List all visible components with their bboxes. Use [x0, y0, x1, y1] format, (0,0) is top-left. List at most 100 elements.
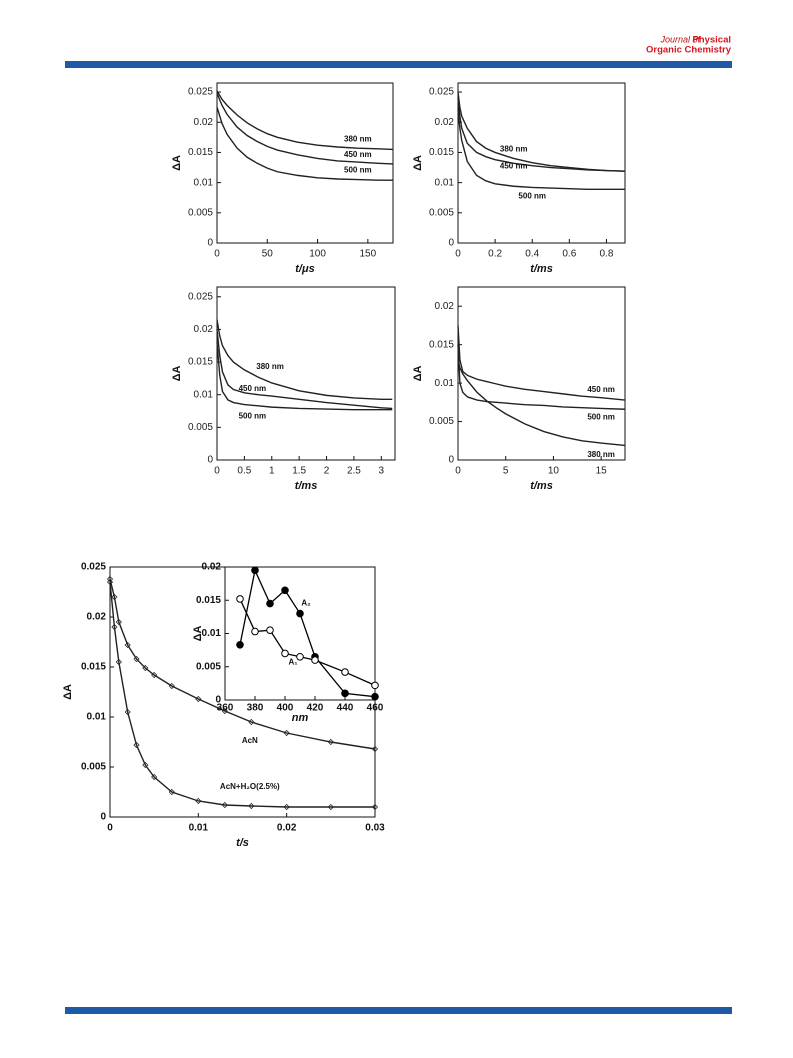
data-point — [124, 641, 131, 649]
series-label: AcN+H₂O(2.5%) — [220, 782, 280, 791]
data-point — [115, 658, 122, 666]
data-point — [266, 626, 274, 634]
data-point — [371, 745, 379, 753]
x-tick-label: 2.5 — [347, 466, 361, 477]
x-tick-label: 15 — [596, 466, 608, 477]
y-tick-label: 0.01 — [87, 712, 107, 723]
y-tick-label: 0.025 — [81, 562, 106, 573]
data-point — [371, 803, 379, 811]
x-tick-label: 0.5 — [237, 466, 251, 477]
data-point — [142, 761, 149, 769]
series-line — [457, 359, 626, 447]
x-tick-label: 420 — [307, 703, 324, 714]
series-label: 380 nm — [256, 362, 284, 371]
data-point — [236, 641, 244, 649]
data-point — [341, 689, 349, 698]
journal-line2: Organic Chemistry — [646, 45, 732, 56]
data-point — [221, 801, 228, 809]
series-label: 500 nm — [587, 413, 615, 422]
y-tick-label: 0.005 — [188, 422, 213, 433]
series-label: 380 nm — [587, 450, 615, 459]
data-point — [296, 609, 304, 618]
y-tick-label: 0 — [215, 695, 221, 706]
y-tick-label: 0.005 — [429, 207, 454, 218]
series-label: 380 nm — [500, 145, 528, 154]
x-axis-label: t/s — [236, 837, 249, 849]
data-point — [111, 593, 118, 601]
x-tick-label: 2 — [324, 466, 330, 477]
series-label: A₂ — [301, 599, 311, 608]
series-line — [216, 90, 394, 151]
x-tick-label: 0 — [214, 466, 220, 477]
journal-line1: Physical — [692, 35, 731, 46]
x-axis-label: nm — [292, 712, 309, 724]
y-tick-label: 0.02 — [194, 117, 214, 128]
chart: 0 0.5 1 1.5 2 2.5 3 0 0.005 0.01 0.015 0.02 0.025 t/m… — [171, 286, 396, 492]
series-line — [239, 568, 376, 698]
series-line — [216, 92, 394, 165]
x-tick-label: 360 — [217, 703, 234, 714]
y-tick-label: 0.02 — [435, 117, 455, 128]
y-tick-label: 0.025 — [429, 87, 454, 98]
data-point — [133, 655, 140, 663]
series-label: 500 nm — [344, 166, 372, 175]
series-label: 450 nm — [500, 161, 528, 170]
data-point — [115, 618, 122, 626]
data-point — [195, 797, 202, 805]
data-point — [111, 623, 118, 631]
y-tick-label: 0.02 — [194, 324, 214, 335]
data-point — [106, 575, 114, 583]
data-point — [371, 692, 379, 701]
data-point — [168, 682, 175, 690]
data-point — [142, 664, 149, 672]
series-line — [457, 110, 625, 190]
y-tick-label: 0.02 — [87, 612, 107, 623]
plot-frame — [224, 566, 376, 701]
journal-prefix: Journal of — [659, 34, 701, 44]
y-tick-label: 0.025 — [188, 87, 213, 98]
y-tick-label: 0 — [207, 238, 213, 249]
y-tick-label: 0.01 — [194, 389, 214, 400]
x-tick-label: 5 — [503, 466, 509, 477]
series-line — [216, 319, 393, 400]
y-tick-label: 0.015 — [196, 595, 221, 606]
y-tick-label: 0.02 — [202, 562, 222, 573]
y-tick-label: 0.005 — [188, 207, 213, 218]
x-tick-label: 460 — [367, 703, 384, 714]
data-point — [133, 741, 140, 749]
x-tick-label: 3 — [379, 466, 385, 477]
data-point — [251, 566, 259, 575]
plot-frame — [457, 286, 626, 461]
chart: 360 380 400 420 440 460 0 0.005 0.01 0.015 0.02 nm Δ… — [192, 562, 384, 724]
x-tick-label: 0.8 — [599, 249, 613, 260]
y-tick-label: 0 — [100, 812, 106, 823]
y-axis-label: ΔA — [171, 155, 183, 171]
chart: 0 0.2 0.4 0.6 0.8 0 0.005 0.01 0.015 0.02 0.025 t/m… — [412, 82, 626, 275]
series-line — [216, 342, 393, 411]
y-tick-label: 0.01 — [194, 177, 214, 188]
y-tick-label: 0.01 — [435, 177, 455, 188]
data-point — [327, 738, 334, 746]
y-tick-label: 0.015 — [429, 147, 454, 158]
y-axis-label: ΔA — [192, 626, 204, 642]
x-tick-label: 0.4 — [525, 249, 539, 260]
data-point — [296, 652, 304, 661]
x-axis-label: t/μs — [295, 263, 314, 275]
series-label: 500 nm — [518, 192, 546, 201]
y-axis-label: ΔA — [171, 366, 183, 382]
data-point — [236, 595, 244, 603]
y-axis-label: ΔA — [62, 684, 74, 700]
x-tick-label: 0.03 — [365, 823, 385, 834]
data-point — [266, 599, 274, 608]
x-tick-label: 0 — [455, 466, 461, 477]
y-axis-label: ΔA — [412, 155, 424, 171]
y-tick-label: 0.015 — [429, 339, 454, 350]
data-point — [248, 718, 255, 726]
series-line — [457, 344, 626, 410]
y-tick-label: 0.005 — [429, 416, 454, 427]
data-point — [195, 695, 202, 703]
data-point — [106, 578, 114, 586]
x-tick-label: 0 — [214, 249, 220, 260]
x-tick-label: 150 — [360, 249, 377, 260]
